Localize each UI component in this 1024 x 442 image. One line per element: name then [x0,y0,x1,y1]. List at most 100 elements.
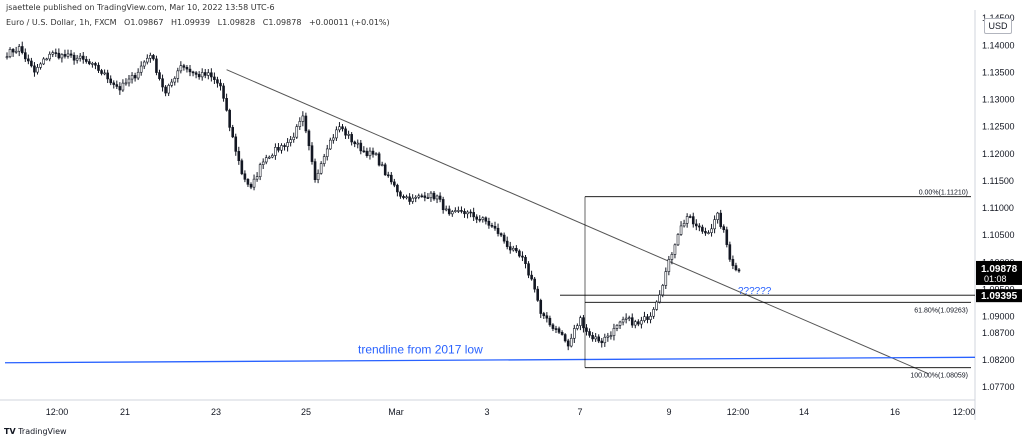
candle-body [350,134,353,143]
candle-body [292,136,296,140]
candle-body [597,336,601,342]
candle-body [594,336,597,340]
candle-body [185,67,189,70]
candle-body [508,246,512,251]
x-tick-label: 21 [120,407,130,417]
candle-body [426,197,430,199]
candle-body [481,217,485,220]
fib-level-label: 0.00%(1.11210) [919,190,968,197]
candle-body [200,72,204,78]
candle-body [347,134,350,136]
candle-body [511,248,515,251]
candle-body [152,55,155,60]
candle-body [661,285,665,296]
candle-body [261,161,265,165]
candle-body [548,317,552,326]
candle-body [42,58,45,65]
candle-body [170,81,173,86]
candle-body [139,65,143,73]
candle-body [450,211,454,215]
fib-level-label: 61.80%(1.09263) [914,307,968,314]
candle-body [704,231,707,234]
candle-body [36,67,39,73]
candle-body [557,328,561,333]
brand-name: TradingView [18,427,67,436]
candle-body [646,316,649,320]
x-tick-label: 12:00 [953,407,976,417]
candle-body [670,254,674,260]
candle-body [146,57,149,63]
candle-body [60,54,64,59]
last-price-label: 1.09878 [981,264,1018,275]
candle-body [112,82,116,85]
candle-body [295,126,299,138]
candle-body [627,317,631,319]
candle-body [374,153,378,156]
candle-body [633,321,637,326]
time-axis[interactable]: 12:00 21 23 25 Mar 3 7 9 12:00 14 16 12:00 [46,407,976,417]
candle-body [231,127,234,138]
drawings-layer: trendline from 2017 low 0.00%(1.11210) 61.… [4,69,976,380]
candle-body [264,157,268,163]
candle-body [698,225,701,228]
candle-body [603,336,607,344]
currency-button[interactable]: USD [984,18,1012,34]
candle-body [591,335,594,340]
candle-body [27,58,30,62]
publisher-line: jsaettele published on TradingView.com, … [6,3,275,12]
candle-body [81,55,85,60]
candle-body [685,216,689,224]
candle-body [624,317,628,320]
candle-body [457,210,460,212]
candle-body [728,244,732,260]
candle-body [716,212,719,220]
candle-body [325,148,329,157]
candle-body [228,109,231,128]
candle-body [615,325,619,329]
candle-body [54,52,58,54]
candle-body [106,72,109,80]
candle-body [255,176,259,180]
x-tick-label: 16 [890,407,900,417]
y-tick-label: 1.12000 [982,149,1015,159]
trendline-2017-label: trendline from 2017 low [358,343,483,357]
candle-body [219,82,222,87]
candle-body [383,164,387,176]
candle-body [441,199,445,211]
candle-body [307,130,311,147]
candle-body [210,72,213,78]
x-tick-label: 14 [799,407,809,417]
candle-body [637,321,640,325]
candle-body [585,327,588,332]
y-tick-label: 1.08200 [982,355,1015,365]
candle-body [88,61,91,65]
candle-body [499,233,503,236]
candle-body [286,142,289,147]
candle-body [304,115,308,132]
candle-body [389,174,393,183]
candle-body [472,212,475,218]
last-price-label-box [976,260,1022,285]
candle-body [57,52,61,59]
candle-body [420,195,424,198]
candle-body [667,259,671,272]
candle-body [454,210,457,212]
candle-body [386,174,390,177]
price-axis[interactable]: 1.145001.140001.135001.130001.125001.120… [982,13,1015,392]
y-tick-label: 1.13000 [982,95,1015,105]
candle-body [188,68,192,73]
candle-body [313,161,317,180]
candle-body [438,195,442,200]
candle-body [289,139,292,143]
candle-body [97,64,100,71]
level-label-box [976,289,1022,303]
candle-body [731,259,735,266]
candle-body [579,317,582,326]
candle-body [530,274,533,280]
candle-body [20,46,24,53]
candle-body [344,128,347,136]
candle-body [679,225,683,235]
candle-body [609,335,613,337]
